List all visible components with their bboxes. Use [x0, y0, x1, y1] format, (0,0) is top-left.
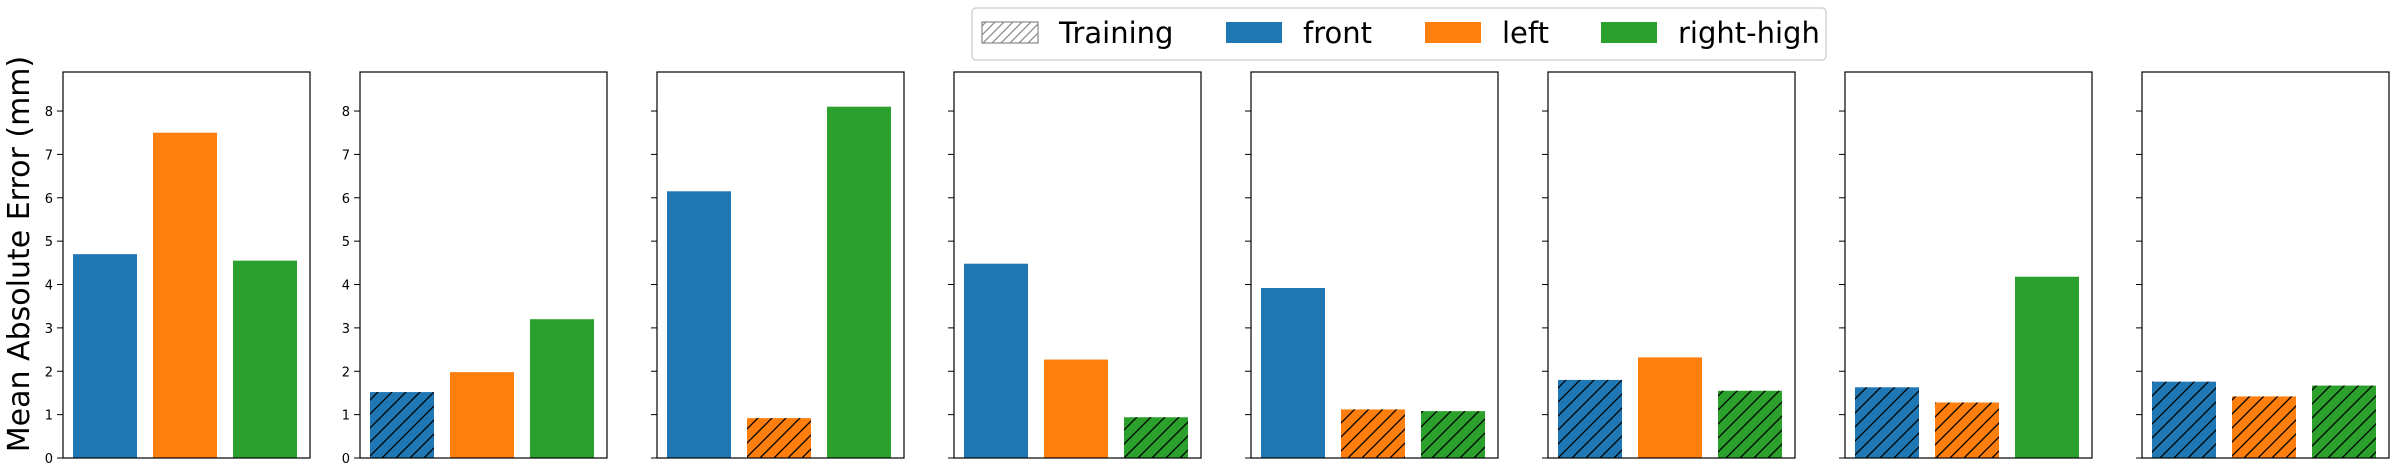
bar-training-hatch	[1718, 390, 1782, 458]
bar-right-high	[2015, 276, 2079, 458]
legend-label: left	[1502, 16, 1549, 50]
y-tick-label: 2	[342, 365, 350, 380]
panel-3	[651, 71, 905, 459]
panel-8	[2136, 71, 2390, 459]
bar-training-hatch	[2152, 381, 2216, 458]
bar-training-hatch	[1935, 402, 1999, 458]
bar-left	[1044, 359, 1108, 458]
legend-item-left: left	[1425, 16, 1549, 50]
panel-frame	[1547, 71, 1796, 459]
panel-frame	[359, 71, 608, 459]
y-tick-label: 0	[45, 452, 53, 467]
panel-7	[1839, 71, 2093, 459]
legend-swatch	[1226, 22, 1282, 43]
y-tick-label: 2	[45, 365, 53, 380]
panel-frame	[1844, 71, 2093, 459]
legend-label: right-high	[1678, 16, 1820, 50]
y-tick-label: 8	[45, 105, 53, 120]
legend-swatch-hatch	[982, 22, 1038, 43]
panel-frame	[62, 71, 311, 459]
y-tick-label: 6	[45, 192, 53, 207]
panel-5	[1245, 71, 1499, 459]
bar-right-high	[827, 106, 891, 459]
bar-training-hatch	[370, 392, 434, 458]
panel-frame	[1250, 71, 1499, 459]
legend-item-right-high: right-high	[1601, 16, 1820, 50]
panel-2: 0 1 2 3 4 5 6 7 8	[342, 71, 608, 467]
y-axis-label: Mean Absolute Error (mm)	[2, 56, 37, 452]
panel-4	[948, 71, 1202, 459]
bar-training-hatch	[1855, 387, 1919, 458]
legend-label: Training	[1058, 16, 1173, 50]
y-tick-label: 0	[342, 452, 350, 467]
y-tick-label: 7	[342, 148, 350, 163]
y-tick-label: 5	[45, 235, 53, 250]
bar-training-hatch	[1341, 409, 1405, 458]
y-tick-label: 7	[45, 148, 53, 163]
bar-front	[964, 263, 1028, 458]
panel-6	[1542, 71, 1796, 459]
y-tick-label: 3	[45, 322, 53, 337]
bar-right-high	[530, 319, 594, 458]
y-tick-label: 6	[342, 192, 350, 207]
bar-training-hatch	[747, 418, 811, 458]
bar-left	[1638, 357, 1702, 458]
y-tick-label: 1	[45, 409, 53, 424]
panel-frame	[953, 71, 1202, 459]
bar-front	[1261, 287, 1325, 458]
y-tick-label: 5	[342, 235, 350, 250]
bar-training-hatch	[1421, 411, 1485, 458]
y-tick-label: 3	[342, 322, 350, 337]
y-tick-label: 1	[342, 409, 350, 424]
legend: Training front left right-high	[971, 7, 1827, 61]
legend-label: front	[1303, 16, 1372, 50]
legend-swatch	[1601, 22, 1657, 43]
panel-frame	[2141, 71, 2390, 459]
panel-frame	[656, 71, 905, 459]
bar-training-hatch	[2232, 396, 2296, 458]
bar-training-hatch	[1124, 417, 1188, 458]
legend-swatch	[1425, 22, 1481, 43]
legend-frame	[971, 7, 1827, 61]
bar-front	[73, 254, 137, 458]
y-tick-label: 4	[45, 279, 53, 294]
bar-right-high	[233, 260, 297, 458]
bar-left	[153, 132, 217, 458]
y-tick-label: 4	[342, 279, 350, 294]
bar-training-hatch	[1558, 379, 1622, 458]
y-tick-label: 8	[342, 105, 350, 120]
panel-1: 0 1 2 3 4 5 6 7 8	[45, 71, 311, 467]
bar-left	[450, 372, 514, 458]
panels: 0 1 2 3 4 5 6 7 8 0 1 2 3 4 5 6 7 8	[45, 71, 2390, 467]
legend-item-Training: Training	[981, 16, 1173, 50]
bar-front	[667, 191, 731, 459]
legend-item-front: front	[1226, 16, 1372, 50]
bar-training-hatch	[2312, 385, 2376, 458]
